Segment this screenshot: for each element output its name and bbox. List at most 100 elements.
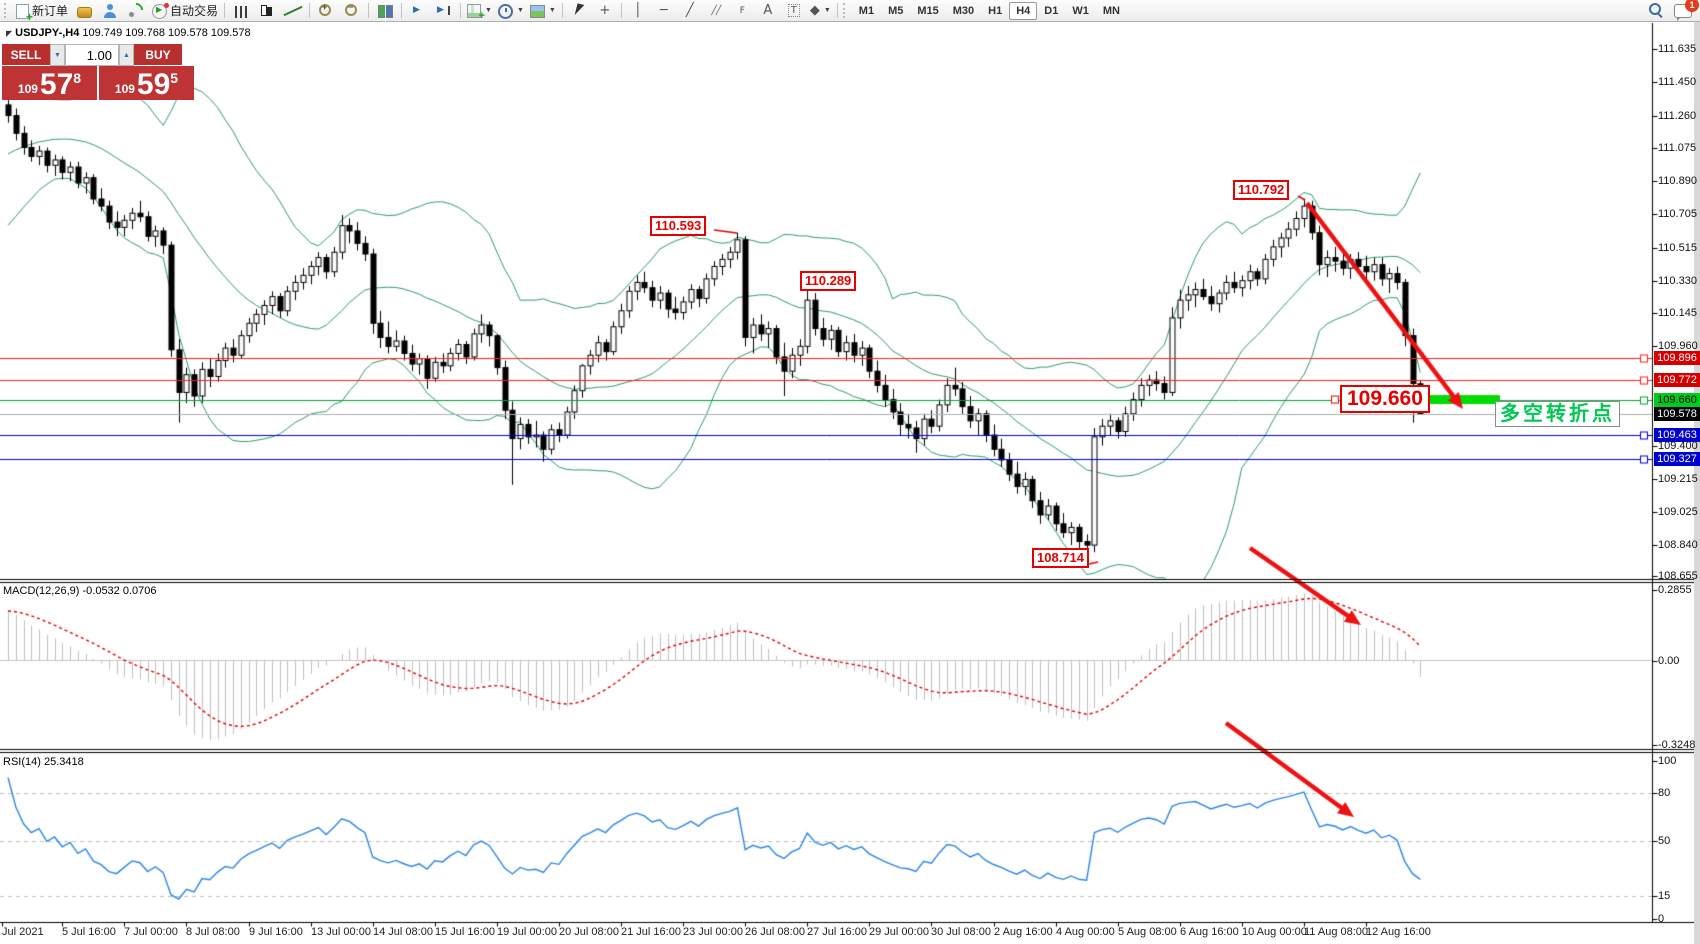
vline-icon[interactable]: │ (625, 1, 651, 21)
toolbar-separator (401, 3, 403, 18)
toolbar-separator (309, 3, 311, 18)
timeframe-w1[interactable]: W1 (1072, 4, 1089, 17)
label-icon-glyph: T (787, 4, 800, 17)
add-indicator-icon[interactable]: ▼ (464, 1, 495, 22)
toolbar-separator (460, 3, 462, 18)
time-tick: 13 Jul 00:00 (311, 926, 371, 938)
time-tick: 8 Jul 08:00 (186, 926, 240, 938)
price-tag-109.463: 109.463 (1654, 427, 1700, 442)
sell-button[interactable]: SELL (2, 44, 50, 66)
new-order-button-label: 新订单 (32, 4, 69, 18)
autotrade-button[interactable]: 自动交易 (149, 1, 221, 21)
template-icon-caret[interactable]: ▼ (548, 7, 556, 14)
time-tick: 10 Aug 00:00 (1242, 926, 1307, 938)
template-icon[interactable]: ▼ (527, 1, 559, 21)
tile-windows-icon[interactable] (372, 1, 398, 21)
community-icon[interactable] (97, 1, 123, 21)
one-click-trading-panel: SELL ▼ 1.00 ▲ BUY 109 57 8 109 59 5 (2, 44, 194, 100)
volume-up-button[interactable]: ▲ (119, 44, 134, 66)
price-tick-110.330: 110.330 (1658, 274, 1697, 287)
timeframe-m30[interactable]: M30 (952, 4, 975, 17)
time-tick: 19 Jul 00:00 (497, 926, 557, 938)
hline-icon[interactable]: ─ (651, 1, 677, 21)
price-annotation-110593[interactable]: 110.593 (650, 216, 707, 236)
shapes-icon[interactable]: ◆ ▼ (807, 1, 834, 21)
price-annotation-109660[interactable]: 109.660 (1340, 385, 1430, 413)
cursor-icon-glyph (571, 3, 587, 19)
time-tick: 14 Jul 08:00 (373, 926, 433, 938)
buy-button[interactable]: BUY (134, 44, 182, 66)
price-tag-109.772: 109.772 (1654, 372, 1700, 387)
sell-price[interactable]: 109 57 8 (2, 66, 99, 100)
timeframe-h1[interactable]: H1 (988, 4, 1003, 17)
price-annotation-110289[interactable]: 110.289 (800, 271, 857, 291)
line-chart-icon[interactable] (280, 1, 306, 21)
shapes-icon-caret[interactable]: ▼ (823, 7, 831, 14)
toolbar-grip (4, 3, 9, 18)
sell-price-prefix: 109 (17, 82, 38, 96)
time-tick: 12 Aug 16:00 (1366, 926, 1431, 938)
fibo-icon[interactable]: F (729, 1, 755, 21)
timeframe-h4[interactable]: H4 (1009, 1, 1038, 20)
timeframe-m5[interactable]: M5 (888, 4, 904, 17)
price-annotation-108714[interactable]: 108.714 (1032, 548, 1089, 568)
macd-values: -0.0532 0.0706 (82, 585, 157, 597)
buy-price[interactable]: 109 59 5 (99, 66, 194, 100)
market-wallet-icon[interactable] (71, 1, 97, 21)
hline-icon-glyph: ─ (659, 3, 668, 18)
text-icon[interactable]: A (755, 1, 781, 21)
trendline-icon-glyph: ╱ (685, 3, 694, 18)
channel-icon-glyph: ╱╱ (711, 5, 721, 16)
candle-chart-icon[interactable] (254, 1, 280, 21)
timeframe-m15[interactable]: M15 (917, 4, 939, 17)
timeframe-mn[interactable]: MN (1102, 4, 1120, 17)
rsi-tick-100: 100 (1658, 755, 1677, 767)
text-icon-glyph: A (763, 3, 773, 18)
search-icon[interactable] (1648, 2, 1664, 18)
price-tag-109.660: 109.660 (1654, 392, 1700, 407)
crosshair-icon[interactable]: + (592, 1, 618, 21)
channel-icon[interactable]: ╱╱ (703, 1, 729, 21)
time-tick: 21 Jul 16:00 (621, 926, 681, 938)
label-icon[interactable]: T (781, 1, 807, 21)
trendline-icon[interactable]: ╱ (677, 1, 703, 21)
add-indicator-icon-glyph (467, 4, 485, 22)
period-icon-caret[interactable]: ▼ (516, 7, 524, 14)
signals-icon[interactable] (123, 1, 149, 21)
toolbar-separator (561, 3, 563, 18)
chart-shift-icon[interactable] (431, 1, 457, 21)
volume-input[interactable]: 1.00 (65, 44, 119, 66)
chat-icon[interactable]: 1 (1674, 0, 1699, 21)
timeframe-m1[interactable]: M1 (858, 4, 875, 17)
buy-price-big: 59 (136, 68, 171, 101)
rsi-tick-50: 50 (1658, 835, 1671, 847)
time-tick: 27 Jul 16:00 (807, 926, 867, 938)
zoom-out-icon[interactable] (339, 1, 365, 21)
buy-price-prefix: 109 (114, 82, 135, 96)
price-tick-111.075: 111.075 (1658, 142, 1697, 155)
auto-scroll-icon[interactable] (405, 1, 431, 21)
time-tick: 23 Jul 00:00 (683, 926, 743, 938)
add-indicator-icon-caret[interactable]: ▼ (485, 7, 492, 14)
shapes-icon-glyph: ◆ (809, 3, 820, 18)
price-tick-109.025: 109.025 (1658, 506, 1698, 519)
period-icon[interactable]: ▼ (495, 1, 527, 21)
price-annotation-110792[interactable]: 110.792 (1233, 180, 1290, 200)
zoom-in-icon[interactable] (313, 1, 339, 21)
time-tick: 9 Jul 16:00 (249, 926, 303, 938)
time-tick: 15 Jul 16:00 (435, 926, 495, 938)
community-icon-glyph (102, 3, 118, 19)
time-tick: 26 Jul 08:00 (745, 926, 805, 938)
toolbar-separator (836, 3, 838, 18)
timeframe-d1[interactable]: D1 (1044, 4, 1059, 17)
turning-point-note[interactable]: 多空转折点 (1495, 401, 1620, 427)
price-tick-110.890: 110.890 (1658, 175, 1697, 188)
bar-chart-icon-glyph (235, 5, 248, 18)
bar-chart-icon[interactable] (228, 1, 254, 21)
volume-down-button[interactable]: ▼ (50, 44, 65, 66)
cursor-icon[interactable] (566, 1, 592, 21)
time-tick: 11 Aug 08:00 (1304, 926, 1369, 938)
toolbar-separator (224, 3, 226, 18)
new-order-button[interactable]: 新订单 (13, 1, 71, 24)
